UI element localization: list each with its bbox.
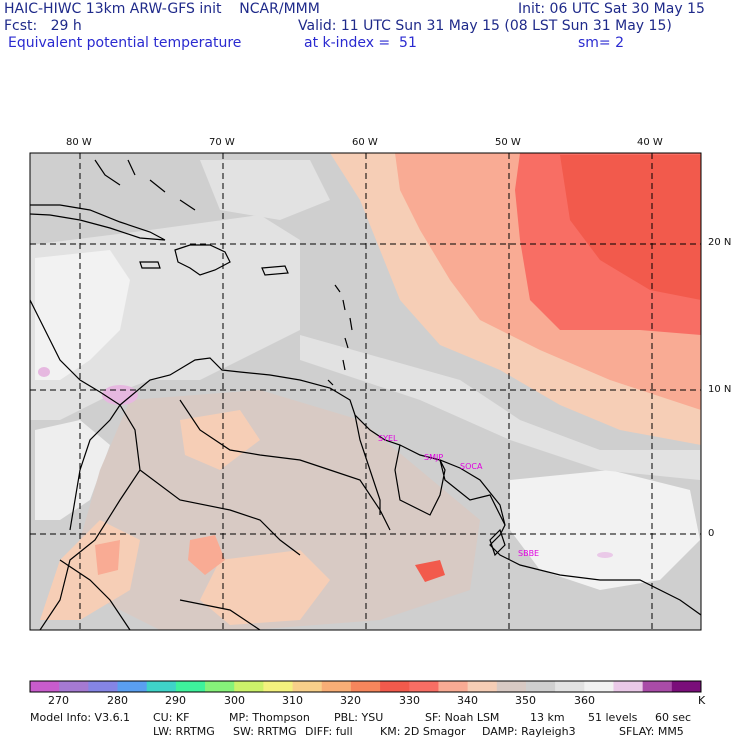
lon-label-60w: 60 W	[352, 137, 378, 148]
field-sa-salmon-1	[188, 535, 225, 575]
station-sbbe: SBBE	[518, 549, 539, 558]
cbar-label-270: 270	[48, 694, 69, 707]
cbar-label-350: 350	[515, 694, 536, 707]
lat-label-0: 0	[708, 528, 715, 539]
colorbar-swatch	[613, 681, 644, 692]
field-sa-tan	[80, 390, 480, 630]
lon-label-40w: 40 W	[637, 137, 663, 148]
graticule	[30, 153, 701, 630]
colorbar-swatch	[467, 681, 498, 692]
colorbar-swatch	[525, 681, 556, 692]
map-frame	[29, 152, 702, 631]
colorbar-swatch	[263, 681, 294, 692]
cbar-label-340: 340	[457, 694, 478, 707]
cbar-label-280: 280	[107, 694, 128, 707]
puerto-rico-coast	[261, 265, 289, 276]
colorbar-swatch	[409, 681, 439, 692]
colorbar-swatch	[642, 681, 673, 692]
colorbar-swatch	[350, 681, 381, 692]
cbar-label-290: 290	[165, 694, 186, 707]
cuba-coast	[30, 204, 166, 241]
lat-label-20n: 20 N	[708, 237, 732, 248]
colorbar-frame	[29, 680, 702, 693]
model-km: KM: 2D Smagor	[380, 725, 466, 738]
colorbar-swatch	[671, 681, 702, 692]
hispaniola-coast	[174, 244, 231, 276]
model-diff: DIFF: full	[305, 725, 353, 738]
lon-label-80w: 80 W	[66, 137, 92, 148]
model-levels: 51 levels	[588, 711, 638, 724]
colorbar-swatch	[496, 681, 527, 692]
title-line: HAIC-HIWC 13km ARW-GFS init NCAR/MMM	[4, 1, 320, 17]
field-white-south	[510, 470, 700, 590]
model-lw: LW: RRTMG	[153, 725, 215, 738]
bahamas-coast	[94, 159, 196, 211]
field-white-panama	[35, 420, 110, 520]
south-america-coast	[119, 357, 701, 616]
field-sa-salmon-2	[415, 560, 445, 582]
init-time: Init: 06 UTC Sat 30 May 15	[518, 1, 705, 17]
model-pbl: PBL: YSU	[334, 711, 384, 724]
colorbar-swatch	[292, 681, 323, 692]
cbar-label-360: 360	[574, 694, 595, 707]
country-borders	[39, 399, 506, 630]
cbar-label-310: 310	[282, 694, 303, 707]
colorbar-swatch	[438, 681, 469, 692]
antilles-coast	[327, 284, 353, 386]
field-sa-peach-2	[200, 550, 330, 625]
cbar-label-300: 300	[224, 694, 245, 707]
field-white-lane	[300, 335, 700, 480]
model-sf: SF: Noah LSM	[425, 711, 500, 724]
field-name: Equivalent potential temperature	[8, 35, 242, 51]
colorbar-swatches	[30, 681, 702, 692]
cbar-unit: K	[698, 694, 706, 707]
field-purple-3	[597, 552, 613, 558]
model-version: Model Info: V3.6.1	[30, 711, 131, 724]
model-sw: SW: RRTMG	[233, 725, 297, 738]
lon-label-70w: 70 W	[209, 137, 235, 148]
station-smjp: SMJP	[424, 453, 443, 462]
field-sa-salmon-3	[95, 540, 120, 575]
level-index: at k-index = 51	[304, 35, 417, 51]
model-sflay: SFLAY: MM5	[619, 725, 684, 738]
jamaica-coast	[139, 261, 161, 269]
colorbar-swatch	[380, 681, 410, 692]
field-white-west	[35, 250, 130, 380]
colorbar-swatch	[321, 681, 352, 692]
model-damp: DAMP: Rayleigh3	[482, 725, 576, 738]
model-mp: MP: Thompson	[229, 711, 310, 724]
colorbar-swatch	[59, 681, 89, 692]
colorbar-swatch	[205, 681, 235, 692]
lat-label-10n: 10 N	[708, 384, 732, 395]
station-syel: SYEL	[378, 434, 398, 443]
colorbar-swatch	[234, 681, 264, 692]
model-cu: CU: KF	[153, 711, 190, 724]
model-res: 13 km	[530, 711, 565, 724]
model-dt: 60 sec	[655, 711, 692, 724]
colorbar-swatch	[555, 681, 585, 692]
colorbar-swatch	[584, 681, 614, 692]
colorbar-swatch	[175, 681, 206, 692]
field-sa-peach-3	[180, 410, 260, 470]
cbar-label-320: 320	[340, 694, 361, 707]
cbar-label-330: 330	[399, 694, 420, 707]
amazon-mouth	[489, 528, 506, 557]
forecast-hour: Fcst: 29 h	[4, 18, 82, 34]
colorbar-swatch	[30, 681, 60, 692]
smoothing: sm= 2	[578, 35, 625, 51]
lon-label-50w: 50 W	[495, 137, 521, 148]
station-soca: SOCA	[460, 462, 483, 471]
colorbar-swatch	[117, 681, 148, 692]
field-light-north	[200, 160, 330, 220]
colorbar-swatch	[88, 681, 119, 692]
valid-time: Valid: 11 UTC Sun 31 May 15 (08 LST Sun …	[298, 18, 672, 34]
field-purple-2	[38, 367, 50, 377]
field-warm-core	[560, 155, 701, 300]
colorbar-swatch	[146, 681, 177, 692]
boundaries	[30, 159, 701, 630]
